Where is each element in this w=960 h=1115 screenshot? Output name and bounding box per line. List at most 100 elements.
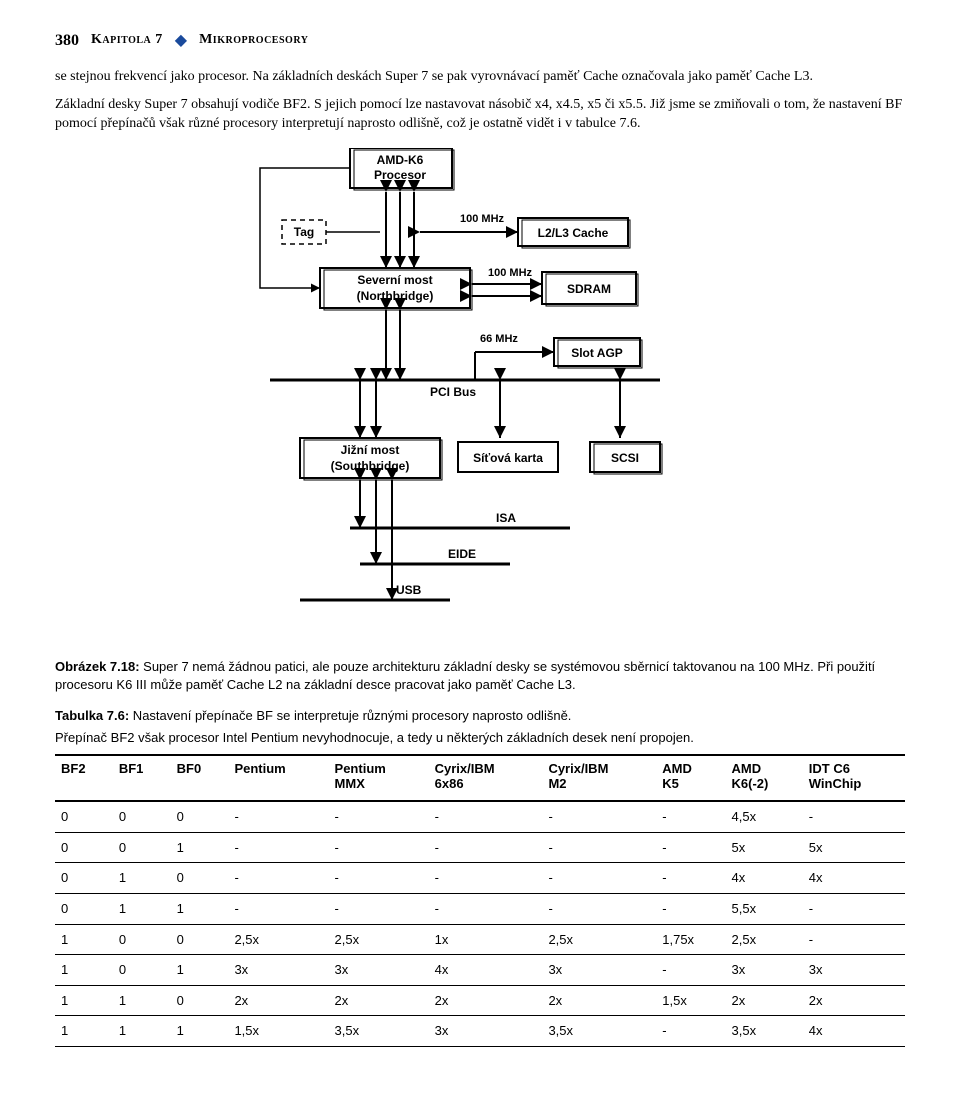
table-cell: 4x — [803, 863, 905, 894]
svg-text:(Southbridge): (Southbridge) — [331, 459, 410, 473]
table-cell: 1 — [113, 893, 171, 924]
page-number: 380 — [55, 30, 79, 52]
chapter-label: Kapitola 7 — [91, 31, 163, 50]
table-cell: 0 — [171, 985, 229, 1016]
table-cell: 0 — [55, 893, 113, 924]
table-cell: - — [656, 955, 725, 986]
table-cell: - — [329, 832, 429, 863]
table-cell: - — [429, 801, 543, 832]
table-cell: 5x — [803, 832, 905, 863]
table-cell: 3x — [329, 955, 429, 986]
table-cell: 0 — [113, 832, 171, 863]
table-cell: - — [803, 893, 905, 924]
table-header-cell: IDT C6WinChip — [803, 755, 905, 801]
table-cell: 2,5x — [726, 924, 803, 955]
table-cell: 3x — [542, 955, 656, 986]
table-row: 1013x3x4x3x-3x3x — [55, 955, 905, 986]
figure-caption-bold: Obrázek 7.18: — [55, 659, 140, 674]
table-cell: - — [329, 801, 429, 832]
label-66mhz: 66 MHz — [480, 333, 518, 345]
isa-label: ISA — [496, 511, 516, 525]
table-cell: 1 — [55, 985, 113, 1016]
table-cell: 3x — [726, 955, 803, 986]
table-header-cell: Cyrix/IBM6x86 — [429, 755, 543, 801]
table-cell: 2x — [329, 985, 429, 1016]
svg-text:Jižní most: Jižní most — [341, 443, 400, 457]
table-cell: 1,5x — [656, 985, 725, 1016]
label-100mhz-sdram: 100 MHz — [488, 267, 533, 279]
table-cell: 1 — [55, 955, 113, 986]
table-cell: 1 — [113, 863, 171, 894]
table-cell: - — [656, 801, 725, 832]
table-cell: 2,5x — [228, 924, 328, 955]
table-cell: 1 — [171, 893, 229, 924]
section-title: Mikroprocesory — [199, 31, 308, 50]
paragraph-2: Základní desky Super 7 obsahují vodiče B… — [55, 96, 905, 134]
svg-text:(Northbridge): (Northbridge) — [357, 289, 434, 303]
table-cell: - — [429, 863, 543, 894]
table-cell: - — [228, 893, 328, 924]
table-subcaption: Přepínač BF2 však procesor Intel Pentium… — [55, 729, 905, 747]
figure-caption-text: Super 7 nemá žádnou patici, ale pouze ar… — [55, 659, 875, 692]
table-cell: 5,5x — [726, 893, 803, 924]
table-row: 1102x2x2x2x1,5x2x2x — [55, 985, 905, 1016]
svg-text:AMD-K6: AMD-K6 — [377, 153, 424, 167]
body-text: se stejnou frekvencí jako procesor. Na z… — [55, 68, 905, 135]
table-header-cell: BF0 — [171, 755, 229, 801]
diamond-icon: ◆ — [175, 30, 187, 52]
paragraph-1: se stejnou frekvencí jako procesor. Na z… — [55, 68, 905, 87]
table-cell: 4x — [429, 955, 543, 986]
bf-settings-table: BF2BF1BF0PentiumPentiumMMXCyrix/IBM6x86C… — [55, 754, 905, 1046]
table-cell: 2x — [228, 985, 328, 1016]
table-cell: 0 — [55, 863, 113, 894]
table-cell: 3x — [803, 955, 905, 986]
table-cell: 3,5x — [542, 1016, 656, 1047]
table-cell: 1 — [171, 955, 229, 986]
table-cell: - — [656, 893, 725, 924]
table-caption: Tabulka 7.6: Nastavení přepínače BF se i… — [55, 707, 905, 725]
table-header-cell: PentiumMMX — [329, 755, 429, 801]
table-cell: - — [656, 863, 725, 894]
amd-k6-node: AMD-K6 Procesor — [350, 148, 454, 190]
table-cell: - — [429, 893, 543, 924]
table-row: 000-----4,5x- — [55, 801, 905, 832]
eide-label: EIDE — [448, 547, 476, 561]
slot-agp-node: Slot AGP — [554, 338, 642, 368]
architecture-diagram: AMD-K6 Procesor Tag L2/L3 Cache 100 MHz … — [200, 148, 760, 648]
table-cell: 1 — [171, 1016, 229, 1047]
bus-cpu-north — [386, 192, 414, 268]
figure-caption: Obrázek 7.18: Super 7 nemá žádnou patici… — [55, 658, 905, 693]
table-cell: - — [329, 863, 429, 894]
label-100mhz-top: 100 MHz — [460, 213, 505, 225]
table-header-cell: AMDK5 — [656, 755, 725, 801]
table-cell: 3x — [429, 1016, 543, 1047]
table-cell: 2x — [726, 985, 803, 1016]
table-cell: - — [803, 801, 905, 832]
table-cell: - — [542, 801, 656, 832]
table-cell: 2,5x — [329, 924, 429, 955]
svg-text:Procesor: Procesor — [374, 168, 426, 182]
table-cell: 2x — [803, 985, 905, 1016]
table-header-cell: BF2 — [55, 755, 113, 801]
table-row: 001-----5x5x — [55, 832, 905, 863]
table-cell: 1 — [55, 924, 113, 955]
svg-text:Slot AGP: Slot AGP — [571, 346, 623, 360]
table-cell: - — [329, 893, 429, 924]
table-caption-bold: Tabulka 7.6: — [55, 708, 129, 723]
table-header-cell: Pentium — [228, 755, 328, 801]
table-cell: - — [542, 863, 656, 894]
southbridge-node: Jižní most (Southbridge) — [300, 438, 442, 480]
table-cell: 3x — [228, 955, 328, 986]
table-row: 1111,5x3,5x3x3,5x-3,5x4x — [55, 1016, 905, 1047]
table-row: 010-----4x4x — [55, 863, 905, 894]
table-cell: - — [228, 832, 328, 863]
svg-text:Tag: Tag — [294, 225, 314, 239]
table-cell: - — [542, 893, 656, 924]
svg-text:Severní most: Severní most — [357, 273, 432, 287]
table-cell: 0 — [113, 955, 171, 986]
table-cell: 1 — [55, 1016, 113, 1047]
page-header: 380 Kapitola 7 ◆ Mikroprocesory — [55, 30, 905, 52]
table-header-cell: Cyrix/IBMM2 — [542, 755, 656, 801]
table-cell: 5x — [726, 832, 803, 863]
table-cell: - — [803, 924, 905, 955]
